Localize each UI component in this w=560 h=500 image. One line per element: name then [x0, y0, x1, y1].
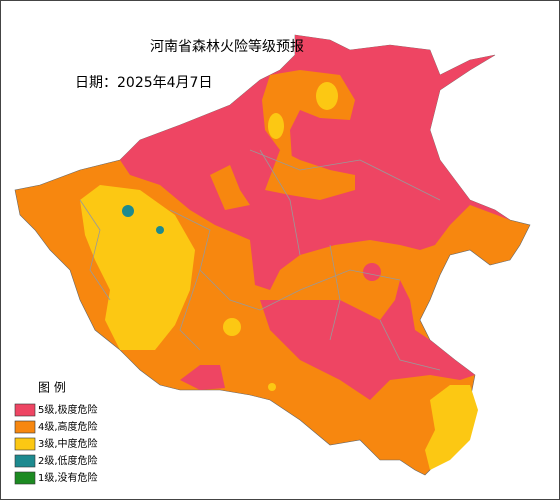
region [80, 185, 195, 350]
region [180, 365, 225, 390]
legend-swatch [14, 454, 36, 468]
boundary [79, 149, 441, 371]
region [223, 318, 241, 336]
legend-label: 1级,没有危险 [38, 471, 98, 484]
date: 日期：2025年4月7日 [75, 75, 212, 91]
legend-label: 5级,极度危险 [38, 403, 98, 416]
legend: 5级,极度危险 4级,高度危险 3级,中度危险 2级,低度危险 1级,没有危险 [14, 403, 98, 485]
region [120, 35, 510, 290]
legend-label: 4级,高度危险 [38, 420, 98, 433]
region [122, 205, 134, 217]
region [425, 385, 478, 470]
legend-swatch [14, 403, 36, 417]
title: 河南省森林火险等级预报 [150, 38, 304, 55]
region [265, 150, 355, 200]
region [316, 82, 338, 110]
region [156, 226, 164, 234]
legend-swatch [14, 437, 36, 451]
region [260, 280, 475, 400]
region [268, 113, 284, 139]
legend-swatch [14, 420, 36, 434]
legend-label: 3级,中度危险 [38, 437, 98, 450]
region [210, 165, 250, 210]
legend-title: 图 例 [38, 381, 66, 395]
legend-label: 2级,低度危险 [38, 454, 98, 467]
legend-swatch [14, 471, 36, 485]
region [363, 263, 381, 281]
region [268, 383, 276, 391]
map [14, 34, 531, 476]
